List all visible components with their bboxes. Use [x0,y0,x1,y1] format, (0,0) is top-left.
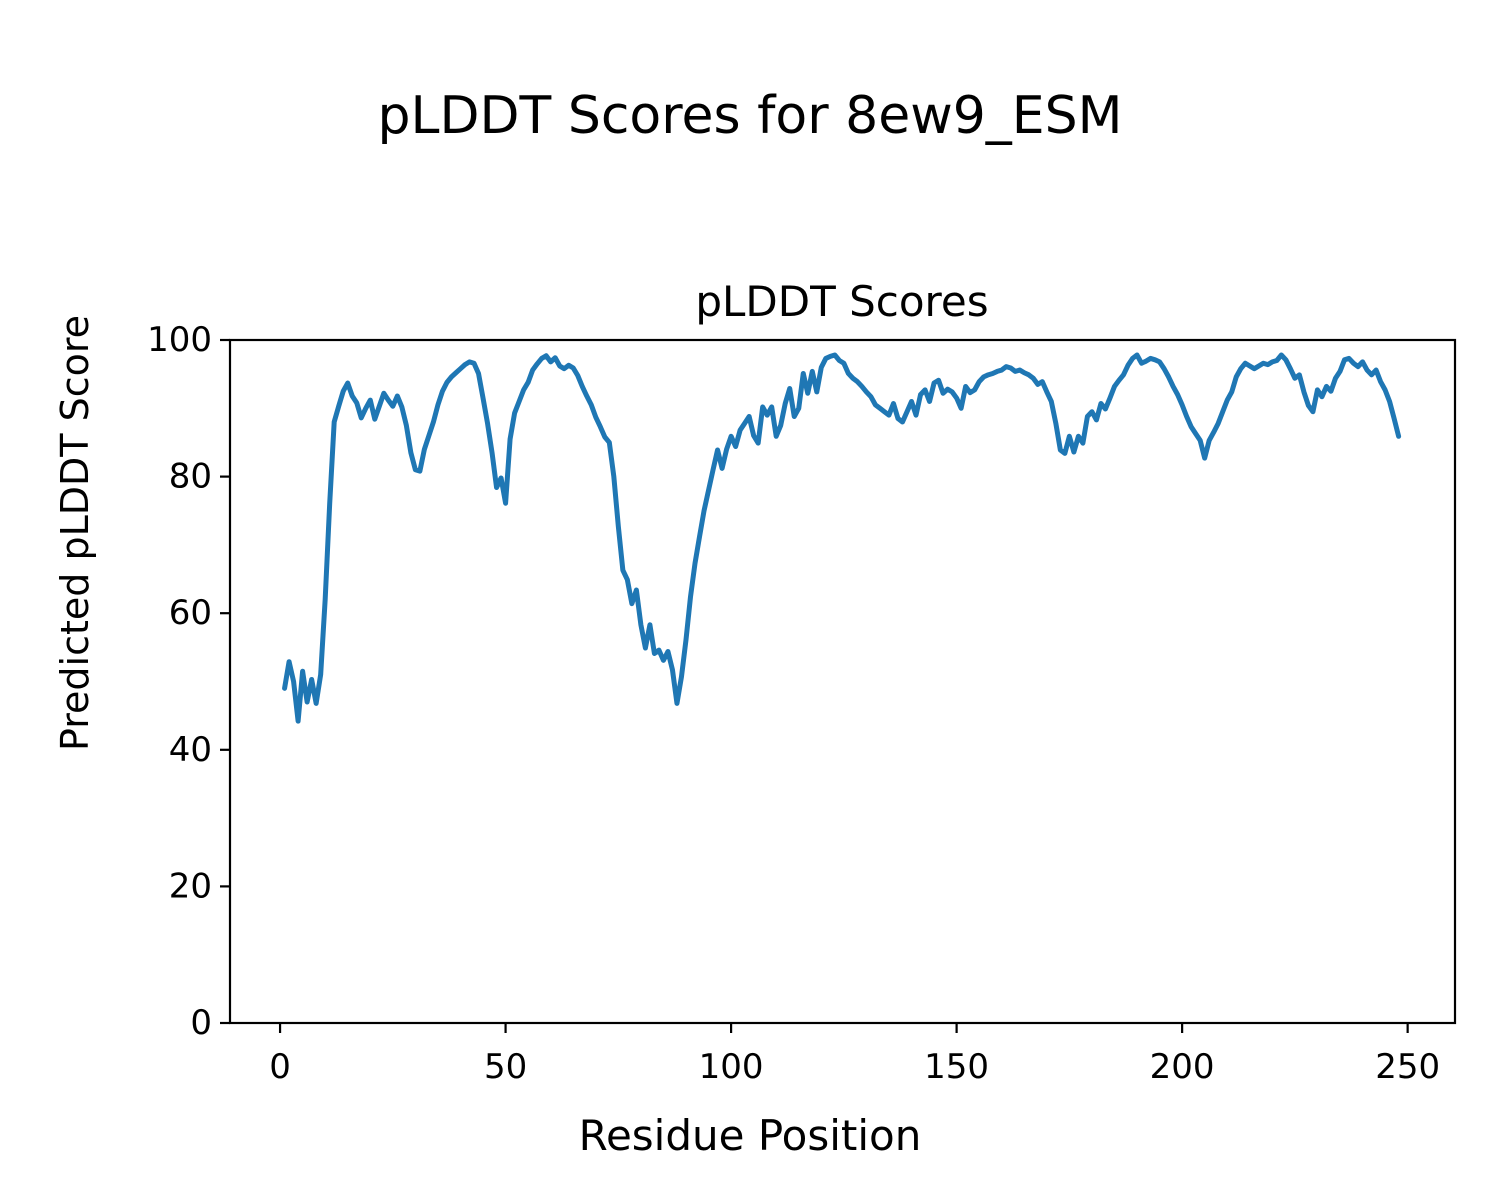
plot-area-border [228,338,1457,1025]
y-tick-label: 20 [169,866,212,906]
x-tick-label: 0 [269,1047,291,1087]
axes-title: pLDDT Scores [695,277,988,326]
x-tick-label: 50 [484,1047,527,1087]
y-axis-ticks: 0 20 40 60 80 100 [147,320,230,1043]
x-tick-label: 250 [1375,1047,1440,1087]
x-tick-label: 200 [1150,1047,1215,1087]
y-tick-label: 0 [190,1003,212,1043]
x-tick-label: 150 [924,1047,989,1087]
x-tick-label: 100 [699,1047,764,1087]
pldd-line-series [282,352,1402,724]
y-tick-label: 100 [147,320,212,360]
x-axis-label: Residue Position [579,1111,922,1160]
y-tick-label: 40 [169,730,212,770]
y-tick-label: 80 [169,457,212,497]
x-axis-ticks: 0 50 100 150 200 250 [269,1023,1440,1087]
y-tick-label: 60 [169,593,212,633]
figure-title: pLDDT Scores for 8ew9_ESM [377,86,1122,146]
y-axis-label: Predicted pLDDT Score [53,315,97,751]
